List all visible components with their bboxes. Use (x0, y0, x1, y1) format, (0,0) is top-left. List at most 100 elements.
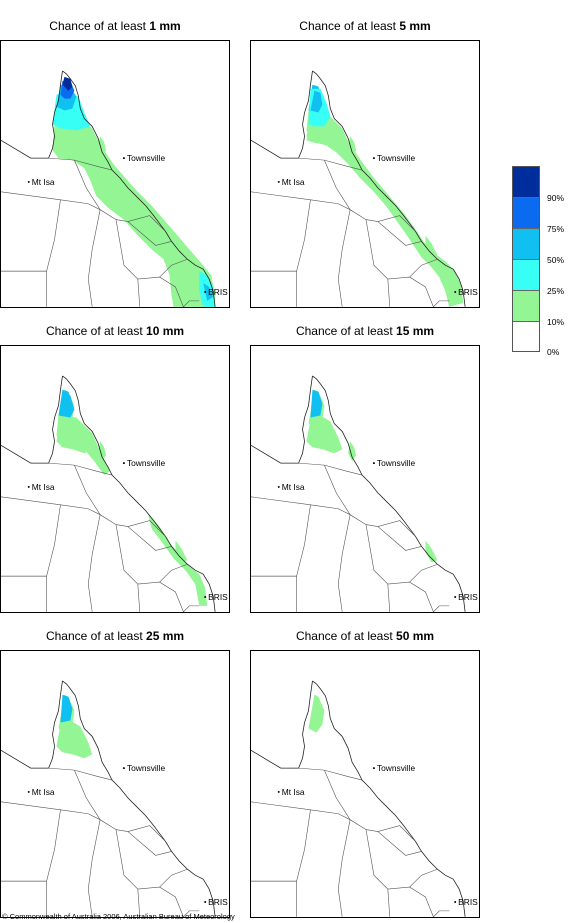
panel-threshold: 1 mm (149, 19, 181, 33)
bris-marker (454, 900, 457, 903)
bris-label: BRIS (458, 592, 478, 602)
map-svg: Townsville Mt Isa BRIS (251, 70, 478, 307)
rainfall-probability-area (60, 694, 73, 723)
townsville-label: Townsville (377, 458, 416, 468)
panel-threshold: 50 mm (396, 629, 435, 643)
panel-title: Chance of at least 25 mm (0, 628, 230, 644)
district-boundary (48, 462, 113, 476)
state-border (183, 910, 200, 917)
district-boundary (127, 831, 172, 856)
legend-swatch-25 (513, 260, 539, 291)
panel-title-prefix: Chance of at least (49, 19, 150, 33)
mt-isa-marker (277, 180, 280, 183)
district-boundary (127, 526, 172, 551)
rainfall-probability-area (310, 90, 323, 113)
state-border (1, 270, 47, 307)
district-boundary (115, 219, 184, 307)
district-boundary (1, 496, 166, 537)
state-border (433, 910, 450, 917)
bris-label: BRIS (208, 287, 228, 297)
legend: 90% 75% 50% 25% 10% 0% (512, 166, 570, 357)
townsville-marker (122, 157, 125, 160)
townsville-label: Townsville (127, 763, 166, 773)
district-boundary (46, 504, 61, 577)
map-svg: Townsville Mt Isa BRIS (1, 375, 228, 612)
legend-label-0: 0% (547, 347, 560, 357)
coastline (62, 680, 216, 917)
panel-title-prefix: Chance of at least (295, 324, 397, 338)
townsville-marker (122, 767, 125, 770)
district-boundary (337, 209, 351, 307)
district-boundary (296, 809, 311, 882)
mt-isa-marker (27, 180, 30, 183)
district-boundary (115, 524, 184, 612)
townsville-marker (372, 767, 375, 770)
district-boundary (159, 868, 188, 888)
rainfall-probability-area (308, 694, 325, 733)
district-boundary (298, 767, 363, 781)
gulf-coastline (1, 375, 63, 464)
rainfall-probability-area (56, 720, 93, 759)
panel-threshold: 15 mm (396, 324, 435, 338)
panel-title: Chance of at least 10 mm (0, 323, 230, 339)
map-svg: Townsville Mt Isa BRIS (1, 70, 228, 307)
mt-isa-label: Mt Isa (32, 177, 55, 187)
gulf-coastline (1, 70, 63, 159)
legend-label-50: 50% (547, 255, 565, 265)
district-boundary (48, 157, 113, 171)
district-boundary (409, 258, 438, 278)
townsville-marker (372, 462, 375, 465)
bris-marker (204, 900, 207, 903)
district-boundary (377, 526, 422, 551)
coastline (62, 70, 216, 307)
panel-threshold: 5 mm (399, 19, 431, 33)
townsville-marker (372, 157, 375, 160)
district-boundary (251, 191, 416, 232)
mt-isa-label: Mt Isa (282, 787, 305, 797)
district-boundary (365, 524, 434, 612)
district-boundary (324, 465, 351, 515)
rainfall-probability-area (306, 415, 343, 454)
rainfall-probability-area (310, 389, 323, 418)
townsville-label: Townsville (377, 763, 416, 773)
state-border (251, 270, 297, 307)
district-boundary (137, 889, 141, 917)
district-boundary (87, 819, 101, 917)
state-border (183, 300, 200, 307)
district-boundary (324, 770, 351, 820)
panel-title: Chance of at least 15 mm (250, 323, 480, 339)
townsville-label: Townsville (127, 153, 166, 163)
bris-label: BRIS (458, 897, 478, 907)
rainfall-probability-area (62, 76, 73, 91)
townsville-label: Townsville (127, 458, 166, 468)
queensland-map: Townsville Mt Isa BRIS (250, 345, 480, 613)
queensland-map: Townsville Mt Isa BRIS (0, 40, 230, 308)
townsville-label: Townsville (377, 153, 416, 163)
district-boundary (48, 767, 113, 781)
district-boundary (251, 801, 416, 842)
district-boundary (409, 563, 438, 583)
rainfall-probability-area (203, 283, 214, 301)
mt-isa-label: Mt Isa (282, 177, 305, 187)
legend-color-bar (512, 166, 540, 352)
rainfall-probability-area (52, 122, 216, 307)
gulf-coastline (251, 680, 313, 769)
legend-swatch-90 (513, 167, 539, 198)
bris-label: BRIS (458, 287, 478, 297)
state-border (251, 575, 297, 612)
district-boundary (46, 809, 61, 882)
legend-swatch-50 (513, 229, 539, 260)
state-border (433, 300, 450, 307)
legend-label-10: 10% (547, 317, 565, 327)
legend-swatch-10 (513, 291, 539, 322)
district-boundary (115, 829, 184, 917)
rainfall-probability-area (147, 512, 208, 606)
panel-title: Chance of at least 1 mm (0, 18, 230, 34)
map-svg: Townsville Mt Isa BRIS (251, 680, 478, 917)
district-boundary (46, 199, 61, 272)
gulf-coastline (251, 375, 313, 464)
district-boundary (298, 157, 363, 171)
district-boundary (324, 160, 351, 210)
coastline (312, 680, 466, 917)
district-boundary (159, 258, 188, 278)
